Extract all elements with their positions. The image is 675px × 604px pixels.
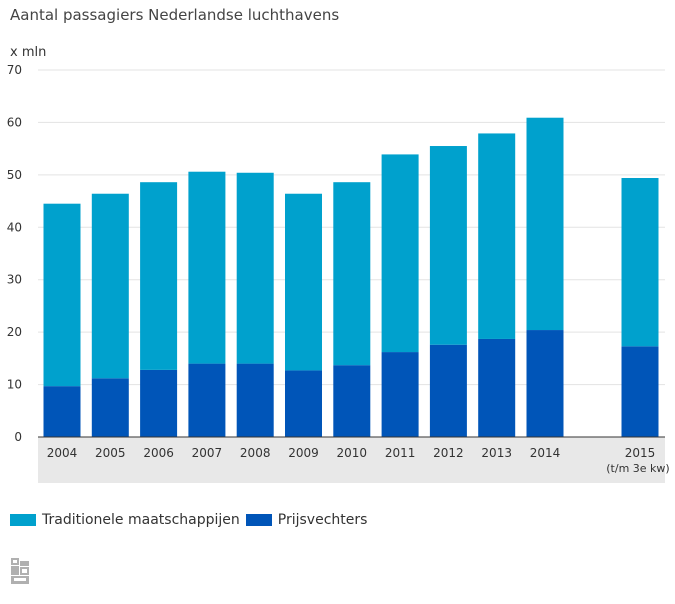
legend-swatch-prijsvechters	[245, 514, 272, 526]
bar-prijsvechters[interactable]	[140, 369, 178, 437]
x-tick-label: 2012	[433, 446, 464, 460]
bar-prijsvechters[interactable]	[236, 363, 274, 437]
legend-item-prijsvechters[interactable]: Prijsvechters	[245, 512, 368, 528]
bar-traditionele[interactable]	[140, 182, 178, 370]
bar-prijsvechters[interactable]	[91, 378, 129, 437]
bar-traditionele[interactable]	[381, 154, 419, 353]
bar-prijsvechters[interactable]	[526, 330, 564, 437]
bar-traditionele[interactable]	[526, 117, 564, 331]
bar-prijsvechters[interactable]	[621, 346, 659, 437]
bar-traditionele[interactable]	[621, 178, 659, 347]
bar-traditionele[interactable]	[188, 171, 226, 364]
bar-prijsvechters[interactable]	[429, 344, 467, 437]
chart-title: Aantal passagiers Nederlandse luchthaven…	[10, 6, 340, 24]
x-tick-label: 2006	[143, 446, 174, 460]
bar-traditionele[interactable]	[285, 193, 322, 371]
y-tick-label: 70	[7, 63, 22, 77]
bar-prijsvechters[interactable]	[43, 386, 81, 437]
y-tick-label: 20	[7, 325, 22, 339]
bar-traditionele[interactable]	[91, 193, 129, 379]
y-tick-label: 60	[7, 115, 22, 129]
cbs-logo-icon	[11, 558, 29, 584]
bar-prijsvechters[interactable]	[188, 363, 226, 437]
legend: Traditionele maatschappijen Prijsvechter…	[10, 512, 373, 528]
x-tick-label: 2013	[481, 446, 512, 460]
y-axis-ticks: 0 10 20 30 40 50 60 70	[7, 63, 22, 444]
x-axis-band	[38, 437, 665, 483]
x-tick-label: 2007	[192, 446, 223, 460]
x-axis-ticks: 2004 2005 2006 2007 2008 2009 2010 2011 2012 2013…	[47, 446, 670, 475]
x-tick-sublabel: (t/m 3e kw)	[606, 462, 669, 475]
bar-traditionele[interactable]	[43, 203, 81, 387]
y-tick-label: 40	[7, 220, 22, 234]
x-tick-label: 2010	[337, 446, 368, 460]
y-tick-label: 10	[7, 378, 22, 392]
x-tick-label: 2014	[530, 446, 561, 460]
bars	[43, 117, 659, 437]
bar-traditionele[interactable]	[236, 172, 274, 364]
bar-traditionele[interactable]	[429, 146, 467, 345]
legend-swatch-traditionele	[10, 514, 36, 526]
x-tick-label: 2015	[625, 446, 656, 460]
x-tick-label: 2009	[288, 446, 319, 460]
legend-label-traditionele: Traditionele maatschappijen	[42, 512, 240, 528]
y-tick-label: 0	[14, 430, 22, 444]
bar-traditionele[interactable]	[333, 182, 371, 366]
legend-label-prijsvechters: Prijsvechters	[277, 512, 368, 528]
bar-prijsvechters[interactable]	[333, 365, 371, 437]
bar-prijsvechters[interactable]	[381, 352, 419, 437]
y-tick-label: 50	[7, 168, 22, 182]
y-tick-label: 30	[7, 273, 22, 287]
y-axis-label: x mln	[10, 45, 46, 60]
bar-prijsvechters[interactable]	[478, 338, 516, 437]
x-tick-label: 2011	[385, 446, 416, 460]
legend-item-traditionele[interactable]: Traditionele maatschappijen	[10, 512, 240, 528]
x-tick-label: 2008	[240, 446, 271, 460]
x-tick-label: 2005	[95, 446, 126, 460]
x-tick-label: 2004	[47, 446, 78, 460]
bar-prijsvechters[interactable]	[285, 370, 322, 437]
bar-traditionele[interactable]	[478, 133, 516, 339]
